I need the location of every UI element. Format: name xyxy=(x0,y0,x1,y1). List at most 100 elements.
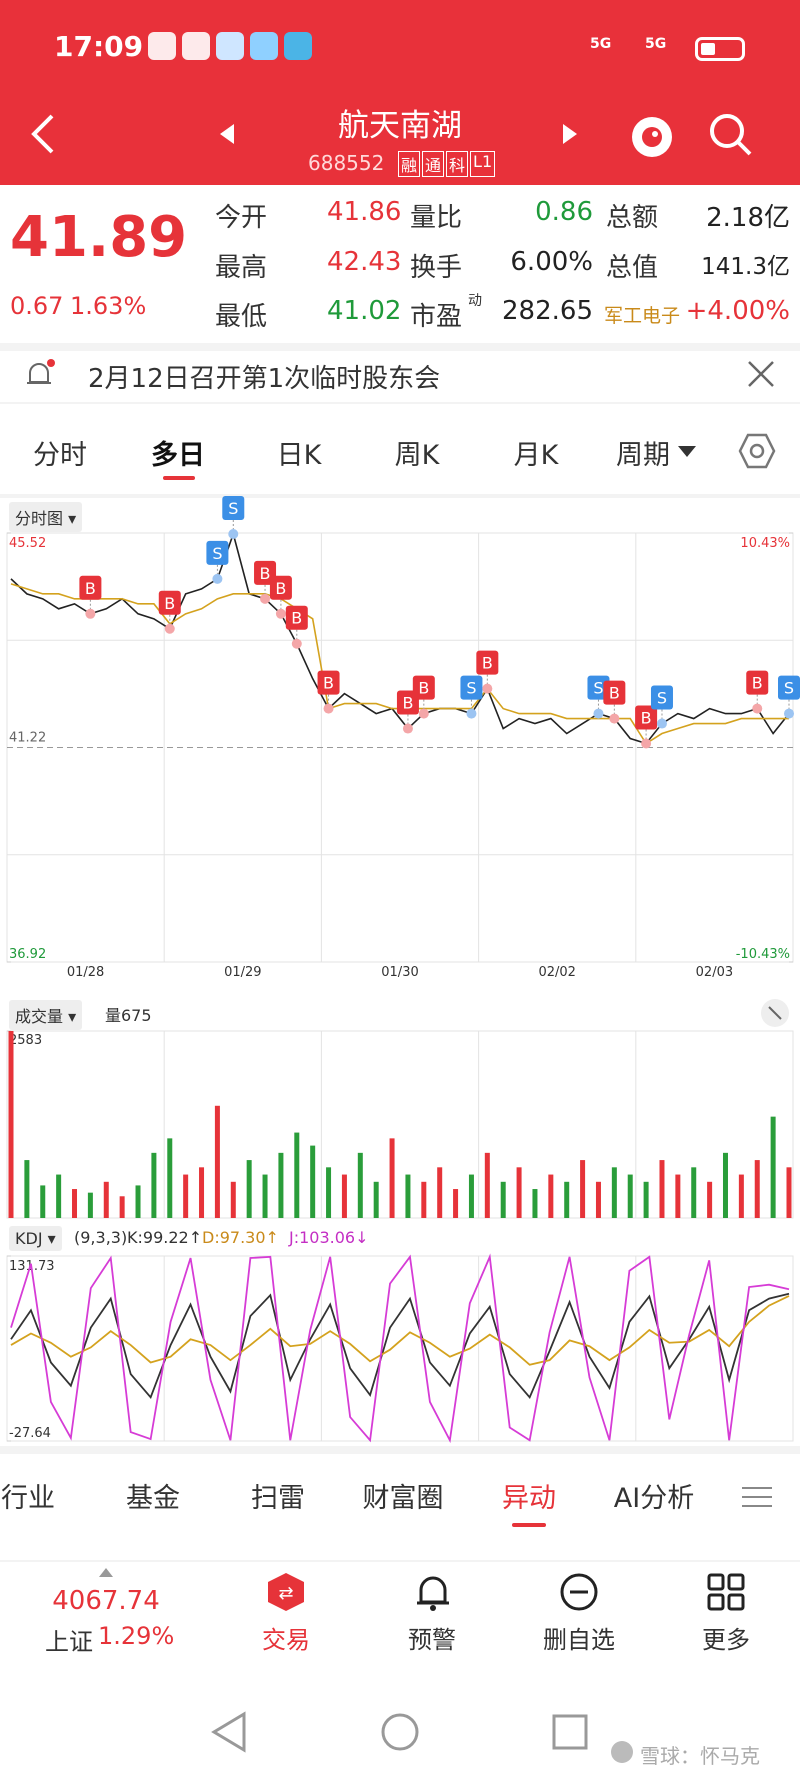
nav-back[interactable] xyxy=(211,1711,246,1753)
next-stock[interactable] xyxy=(561,124,577,144)
y-tick-label: 36.92 xyxy=(9,947,46,962)
period-tab[interactable]: 日K xyxy=(276,440,322,471)
close-button[interactable] xyxy=(747,360,775,388)
tabs-menu[interactable] xyxy=(740,1482,774,1512)
expand-button[interactable] xyxy=(760,998,790,1028)
footer-button[interactable]: 删自选 xyxy=(543,1626,615,1654)
stat-label: 今开 xyxy=(215,203,268,233)
trade-marker-label: S xyxy=(593,679,603,698)
volume-bar xyxy=(595,1181,601,1218)
info-tab[interactable]: 行业 xyxy=(1,1483,55,1514)
sector-name[interactable]: 军工电子 xyxy=(604,305,681,327)
chart-type-select[interactable]: 分时图 ▾ xyxy=(9,502,83,532)
x-tick-label: 01/29 xyxy=(224,965,261,980)
volume-bar xyxy=(373,1181,379,1218)
nav-recent[interactable] xyxy=(552,1714,588,1750)
volume-bar xyxy=(691,1167,697,1218)
kdj-d: D:97.30↑ xyxy=(202,1228,279,1247)
kdj-k: K:99.22↑ xyxy=(127,1228,203,1247)
price-change-pct: 1.63% xyxy=(70,292,147,320)
marker-dot xyxy=(641,738,652,749)
trade-marker-label: S xyxy=(212,544,222,563)
trade-marker xyxy=(412,675,435,700)
stat-label: 最低 xyxy=(215,302,268,332)
marker-dot xyxy=(164,623,175,634)
bell-icon xyxy=(27,359,55,384)
trade-marker xyxy=(460,675,483,700)
info-tab[interactable]: 基金 xyxy=(126,1483,180,1514)
volume-bar xyxy=(103,1181,109,1218)
volume-bar xyxy=(246,1160,252,1218)
trade-marker-label: B xyxy=(418,679,429,698)
alert-icon[interactable] xyxy=(413,1572,453,1612)
volume-bar xyxy=(8,1031,14,1218)
period-tab[interactable]: 周期 xyxy=(616,440,670,471)
more-icon[interactable] xyxy=(706,1572,746,1612)
footer-button[interactable]: 预警 xyxy=(408,1626,456,1654)
watermark: 雪球：怀马克 xyxy=(640,1744,760,1768)
trade-marker-label: B xyxy=(275,579,286,598)
period-tab[interactable]: 周K xyxy=(394,440,440,471)
settings-icon[interactable] xyxy=(738,432,776,470)
index-value[interactable]: 4067.74 xyxy=(52,1586,160,1616)
search-button[interactable] xyxy=(708,112,754,158)
stat-value: 41.02 xyxy=(327,296,402,326)
volume-bar xyxy=(611,1167,617,1218)
stat-value: 141.3亿 xyxy=(701,254,790,280)
notice-text[interactable]: 2月12日召开第1次临时股东会 xyxy=(88,364,441,394)
trade-marker-label: B xyxy=(85,579,96,598)
trade-marker xyxy=(269,575,292,600)
trade-marker-label: S xyxy=(784,679,794,698)
trade-marker-label: B xyxy=(482,654,493,673)
info-tab[interactable]: 财富圈 xyxy=(362,1483,444,1514)
indicator-select[interactable]: KDJ ▾ xyxy=(9,1226,62,1251)
marker-dot xyxy=(784,708,794,719)
trade-marker xyxy=(635,705,658,730)
period-tab[interactable]: 分时 xyxy=(33,440,87,471)
x-tick-label: 02/03 xyxy=(696,965,733,980)
stat-label: 量比 xyxy=(410,203,463,233)
indicator-select[interactable]: 成交量 ▾ xyxy=(9,1000,83,1030)
trade-marker-label: B xyxy=(641,709,652,728)
marker-dot xyxy=(228,528,239,539)
period-tab[interactable]: 月K xyxy=(513,440,559,471)
stat-value: 282.65 xyxy=(502,296,593,326)
volume-bar xyxy=(40,1185,46,1218)
marker-dot xyxy=(466,708,477,719)
prev-stock[interactable] xyxy=(220,124,236,144)
back-button[interactable] xyxy=(28,112,58,156)
volume-bar xyxy=(421,1181,427,1218)
period-tab-active[interactable]: 多日 xyxy=(151,440,205,471)
marker-dot xyxy=(402,723,413,734)
trade-marker-label: S xyxy=(228,499,238,518)
trade-marker-label: S xyxy=(466,679,476,698)
badge: 融 xyxy=(398,151,421,177)
info-tab[interactable]: 扫雷 xyxy=(251,1483,305,1514)
footer-button[interactable]: 交易 xyxy=(262,1626,310,1654)
volume-bar xyxy=(453,1189,459,1218)
marker-dot xyxy=(593,708,604,719)
kdj-params: (9,3,3) xyxy=(74,1228,128,1247)
trade-marker xyxy=(317,670,340,695)
volume-bar xyxy=(56,1174,62,1218)
nav-home[interactable] xyxy=(381,1713,419,1751)
line-series xyxy=(10,1253,790,1444)
network-label: 5G xyxy=(645,36,667,52)
info-tab[interactable]: AI分析 xyxy=(613,1483,695,1514)
remove-icon[interactable] xyxy=(559,1572,599,1612)
y-tick-label: -27.64 xyxy=(9,1426,51,1441)
volume-bar xyxy=(516,1167,522,1218)
trade-icon[interactable]: ⇄ xyxy=(266,1572,306,1612)
trade-marker xyxy=(158,590,181,615)
trade-marker-label: B xyxy=(260,564,271,583)
mascot-icon[interactable] xyxy=(628,110,676,160)
info-tab-active[interactable]: 异动 xyxy=(502,1483,556,1514)
separator xyxy=(0,343,800,351)
header-bar xyxy=(0,0,800,185)
volume-bar xyxy=(310,1145,316,1218)
volume-bar xyxy=(532,1189,538,1218)
volume-bar xyxy=(294,1132,300,1218)
chart-frame xyxy=(6,1255,794,1442)
footer-button[interactable]: 更多 xyxy=(702,1626,750,1654)
volume-bar xyxy=(119,1196,125,1218)
